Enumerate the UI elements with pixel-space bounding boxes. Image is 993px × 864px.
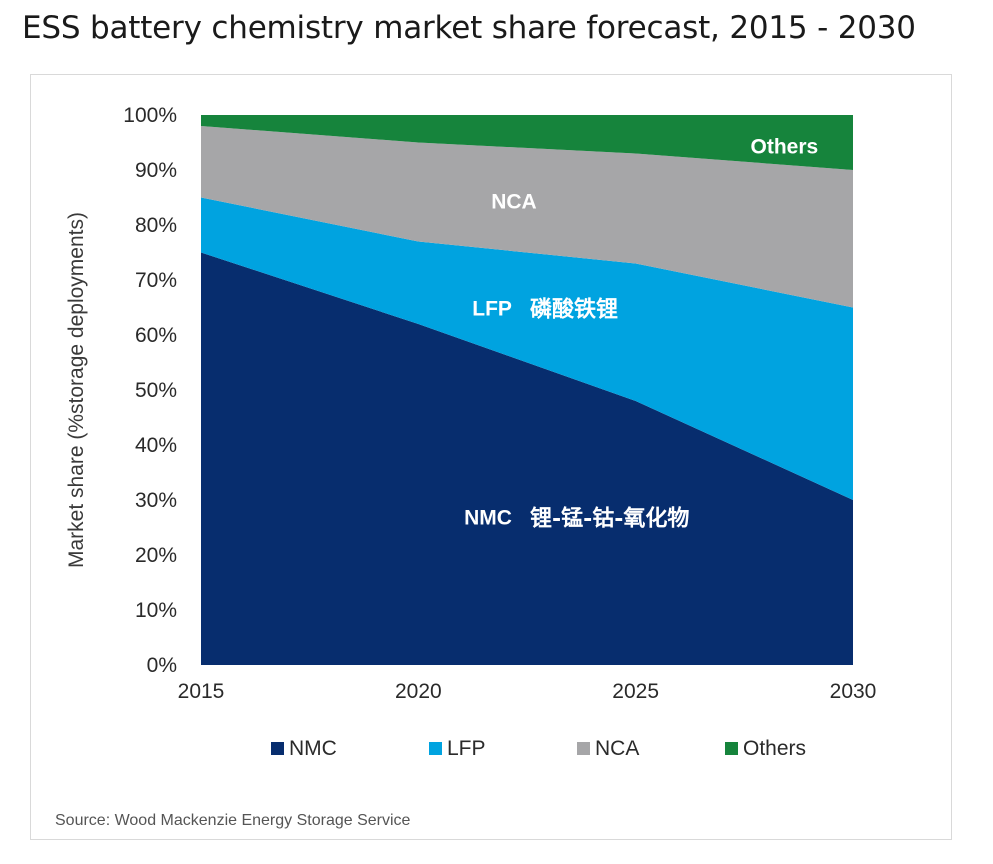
area-labels: Others NCA LFP 磷酸铁锂 NMC 锂-锰-钴-氧化物 <box>464 135 818 531</box>
y-tick-label: 60% <box>135 324 177 347</box>
area-label-annotation: 磷酸铁锂 <box>530 297 618 323</box>
area-label-text: NCA <box>491 190 537 213</box>
y-tick-label: 80% <box>135 214 177 237</box>
chart-frame: 0% 10% 20% 30% 40% 50% 60% 70% 80% 90% 100% 2015 20… <box>30 74 952 840</box>
y-tick-label: 70% <box>135 269 177 292</box>
area-label-lfp: LFP 磷酸铁锂 <box>472 297 618 323</box>
area-label-nmc: NMC 锂-锰-钴-氧化物 <box>464 506 689 532</box>
x-tick-label: 2030 <box>830 680 877 703</box>
legend-item-nca: NCA <box>577 737 639 760</box>
legend-swatch <box>725 742 738 755</box>
source-note: Source: Wood Mackenzie Energy Storage Se… <box>55 812 411 829</box>
y-tick-label: 0% <box>147 654 177 677</box>
legend-item-lfp: LFP <box>429 737 486 760</box>
area-nmc <box>201 252 853 665</box>
y-axis-title: Market share (%storage deployments) <box>65 212 88 568</box>
legend-swatch <box>577 742 590 755</box>
y-tick-label: 100% <box>123 104 177 127</box>
x-tick-label: 2015 <box>178 680 225 703</box>
legend-label: NCA <box>595 737 639 760</box>
area-label-text: NMC <box>464 507 512 530</box>
legend: NMC LFP NCA Others <box>271 737 806 760</box>
y-tick-label: 50% <box>135 379 177 402</box>
area-label-others: Others <box>751 135 819 158</box>
area-label-nca: NCA <box>491 190 537 213</box>
area-lfp <box>201 197 853 500</box>
legend-swatch <box>271 742 284 755</box>
y-tick-label: 30% <box>135 489 177 512</box>
y-tick-label: 90% <box>135 159 177 182</box>
y-tick-label: 40% <box>135 434 177 457</box>
areas-layer <box>201 115 853 665</box>
y-tick-label: 20% <box>135 544 177 567</box>
area-label-annotation: 锂-锰-钴-氧化物 <box>530 506 689 532</box>
chart: 0%10%20%30%40%50%60%70%80%90%100% 2015 20… <box>55 104 877 829</box>
y-tick-label: 10% <box>135 599 177 622</box>
x-axis: 2015 2020 2025 2030 <box>178 680 877 703</box>
page-title: ESS battery chemistry market share forec… <box>22 10 916 46</box>
area-label-text: LFP <box>472 298 512 321</box>
y-axis: 0% 10% 20% 30% 40% 50% 60% 70% 80% 90% 100% <box>123 104 177 677</box>
legend-label: LFP <box>447 737 486 760</box>
legend-swatch <box>429 742 442 755</box>
x-tick-label: 2025 <box>612 680 659 703</box>
x-tick-label: 2020 <box>395 680 442 703</box>
legend-label: NMC <box>289 737 337 760</box>
area-label-text: Others <box>751 135 819 158</box>
area-others <box>201 115 853 170</box>
area-nca <box>201 126 853 308</box>
legend-item-nmc: NMC <box>271 737 337 760</box>
legend-label: Others <box>743 737 806 760</box>
legend-item-others: Others <box>725 737 806 760</box>
